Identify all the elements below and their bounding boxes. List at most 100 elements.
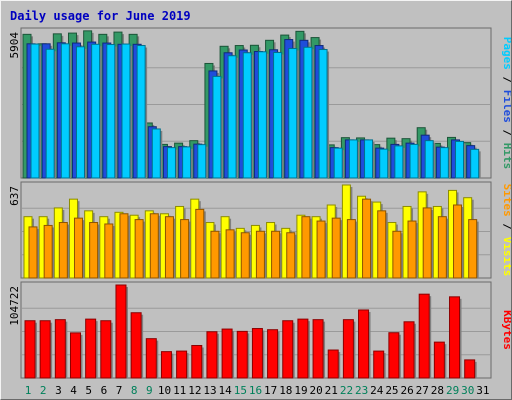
bar-kbytes-30 (464, 359, 476, 379)
bar-pages-15 (242, 52, 252, 179)
x-tick-label-23: 23 (355, 384, 368, 397)
legend-entry-sites: Sites (501, 184, 511, 217)
bar-sites-23 (362, 198, 372, 279)
bar-pages-2 (45, 48, 55, 179)
bar-kbytes-6 (100, 320, 112, 379)
bar-kbytes-27 (418, 293, 430, 379)
x-tick-label-15: 15 (234, 384, 247, 397)
bar-pages-21 (333, 147, 343, 179)
legend-entry-visits: Visits (501, 237, 511, 277)
bar-kbytes-29 (449, 296, 461, 379)
bar-kbytes-10 (160, 351, 172, 379)
bar-sites-21 (331, 217, 341, 279)
x-tick-label-30: 30 (461, 384, 474, 397)
bar-sites-29 (453, 204, 463, 279)
bar-sites-18 (286, 232, 296, 279)
chart-title: Daily usage for June 2019 (10, 9, 191, 23)
x-tick-label-19: 19 (294, 384, 307, 397)
bar-pages-23 (364, 139, 374, 179)
x-tick-label-13: 13 (203, 384, 216, 397)
bar-pages-6 (106, 44, 116, 179)
bar-kbytes-17 (267, 329, 279, 379)
legend-entry-hits: Hits (501, 143, 511, 170)
x-tick-label-24: 24 (370, 384, 384, 397)
bar-kbytes-14 (221, 328, 233, 379)
bar-pages-8 (136, 45, 146, 179)
bar-sites-8 (134, 219, 144, 279)
bar-sites-28 (437, 216, 447, 279)
bar-kbytes-23 (358, 309, 370, 379)
legend-visits-sites: Sites / Visits (501, 184, 511, 277)
bar-pages-29 (455, 140, 465, 179)
bar-sites-6 (104, 223, 114, 279)
x-tick-label-14: 14 (219, 384, 233, 397)
bar-kbytes-2 (39, 320, 51, 379)
bar-kbytes-24 (373, 350, 385, 379)
bar-pages-5 (91, 43, 101, 179)
x-tick-label-10: 10 (158, 384, 171, 397)
bar-kbytes-11 (176, 350, 188, 379)
bar-pages-28 (439, 147, 449, 179)
bar-kbytes-25 (388, 332, 400, 379)
x-tick-label-9: 9 (146, 384, 153, 397)
ymax-label-visits-sites: 637 (8, 186, 21, 206)
legend-separator: / (501, 123, 511, 143)
bar-kbytes-26 (403, 321, 415, 379)
bar-sites-15 (240, 232, 250, 279)
x-tick-label-5: 5 (85, 384, 92, 397)
bar-pages-18 (288, 48, 298, 179)
bar-kbytes-22 (342, 319, 354, 379)
x-tick-label-8: 8 (131, 384, 138, 397)
bar-pages-9 (151, 128, 161, 179)
bar-kbytes-3 (54, 319, 66, 379)
x-tick-label-17: 17 (264, 384, 277, 397)
bar-sites-12 (195, 208, 205, 279)
bar-sites-9 (149, 213, 159, 279)
x-tick-label-26: 26 (400, 384, 413, 397)
x-tick-label-31: 31 (476, 384, 489, 397)
bar-sites-16 (255, 230, 265, 279)
bar-sites-25 (392, 230, 402, 279)
bar-pages-17 (273, 52, 283, 179)
bar-sites-30 (468, 219, 478, 279)
legend-hits-files-pages: Pages / Files / Hits (501, 37, 511, 170)
legend-entry-pages: Pages (501, 37, 511, 70)
bar-kbytes-20 (312, 319, 324, 379)
bar-sites-13 (210, 230, 220, 279)
bar-sites-26 (407, 220, 417, 279)
bar-kbytes-21 (327, 349, 339, 379)
bar-sites-11 (180, 219, 190, 279)
bar-sites-7 (119, 213, 129, 279)
x-tick-label-4: 4 (70, 384, 77, 397)
x-tick-label-12: 12 (188, 384, 201, 397)
bar-pages-30 (470, 148, 480, 179)
x-tick-label-22: 22 (340, 384, 353, 397)
bar-pages-3 (60, 43, 70, 179)
bar-pages-14 (227, 55, 237, 179)
bar-sites-27 (422, 207, 432, 279)
x-tick-label-29: 29 (446, 384, 459, 397)
bar-kbytes-7 (115, 284, 127, 379)
x-tick-label-1: 1 (25, 384, 32, 397)
bar-sites-20 (316, 220, 326, 279)
x-tick-label-7: 7 (116, 384, 123, 397)
x-tick-label-2: 2 (40, 384, 47, 397)
bar-pages-25 (394, 145, 404, 179)
bar-kbytes-5 (85, 318, 97, 379)
bar-kbytes-12 (191, 344, 203, 379)
bar-sites-22 (346, 219, 356, 279)
bar-sites-19 (301, 216, 311, 279)
bar-kbytes-16 (251, 328, 263, 379)
legend-separator: / (501, 217, 511, 237)
bar-kbytes-1 (24, 320, 36, 379)
x-tick-label-28: 28 (431, 384, 444, 397)
bar-pages-1 (30, 43, 40, 179)
bar-pages-20 (318, 49, 328, 179)
bar-kbytes-8 (130, 312, 142, 379)
bar-pages-24 (379, 148, 389, 179)
bar-kbytes-13 (206, 331, 218, 379)
bar-kbytes-18 (282, 320, 294, 379)
bar-pages-7 (121, 43, 131, 179)
